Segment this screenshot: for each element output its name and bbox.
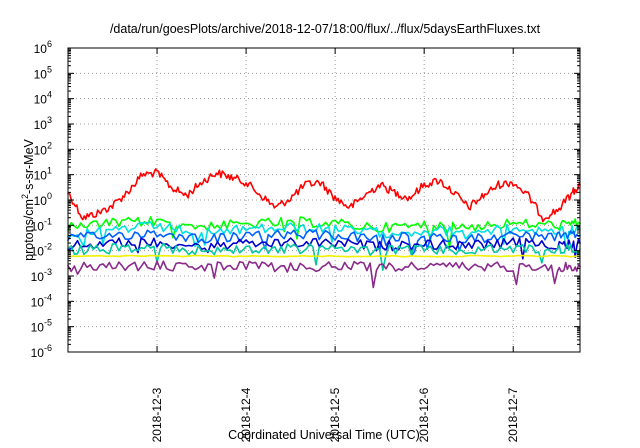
y-tick-exp: 5 — [47, 64, 52, 74]
y-tick-exp: -3 — [44, 267, 52, 277]
y-tick-base: 10 — [34, 194, 48, 208]
y-tick-base: 10 — [31, 321, 45, 335]
y-tick-base: 10 — [34, 169, 48, 183]
x-tick-label: 2018-12-3 — [150, 387, 164, 442]
y-tick-base: 10 — [31, 219, 45, 233]
y-tick-label: 10-6 — [31, 343, 52, 360]
y-tick-label: 10-3 — [31, 267, 52, 284]
y-tick-exp: -4 — [44, 292, 52, 302]
y-tick-label: 105 — [34, 64, 52, 81]
y-tick-label: 10-2 — [31, 242, 52, 259]
y-tick-label: 101 — [34, 166, 52, 183]
y-tick-labels: 10-610-510-410-310-210-11001011021031041… — [31, 39, 52, 360]
y-tick-label: 10-5 — [31, 318, 52, 335]
y-tick-exp: 6 — [47, 39, 52, 49]
x-tick-label: 2018-12-5 — [328, 387, 342, 442]
y-tick-exp: 4 — [47, 90, 52, 100]
y-tick-exp: 3 — [47, 115, 52, 125]
series-line — [67, 228, 581, 257]
y-tick-exp: 1 — [47, 166, 52, 176]
x-tick-label: 2018-12-7 — [506, 387, 520, 442]
y-tick-base: 10 — [34, 118, 48, 132]
y-tick-label: 10-1 — [31, 216, 52, 233]
y-axis-title-base: protons/cm — [22, 199, 36, 261]
grid-layer — [68, 48, 580, 352]
x-tick-labels: 2018-12-3 2018-12-4 2018-12-5 2018-12-6 2018… — [150, 387, 520, 442]
x-tick-label: 2018-12-4 — [239, 387, 253, 442]
y-tick-base: 10 — [31, 270, 45, 284]
y-axis-title: protons/cm2-s-sr-MeV — [20, 138, 36, 260]
y-tick-base: 10 — [34, 42, 48, 56]
y-tick-exp: 2 — [47, 140, 52, 150]
y-tick-label: 10-4 — [31, 292, 52, 309]
series-line — [67, 221, 581, 248]
y-tick-base: 10 — [31, 346, 45, 360]
y-tick-base: 10 — [34, 93, 48, 107]
y-tick-label: 103 — [34, 115, 52, 132]
y-tick-exp: -5 — [44, 318, 52, 328]
series-line — [67, 254, 581, 258]
y-tick-base: 10 — [34, 67, 48, 81]
y-tick-exp: -1 — [44, 216, 52, 226]
y-axis-title-sup: 2 — [20, 194, 30, 199]
series-line — [67, 260, 581, 289]
y-tick-base: 10 — [31, 245, 45, 259]
x-tick-label: 2018-12-6 — [417, 387, 431, 442]
chart-title: /data/run/goesPlots/archive/2018-12-07/1… — [110, 22, 541, 36]
series-line — [67, 168, 581, 223]
tick-layer — [68, 47, 580, 353]
y-tick-exp: 0 — [47, 191, 52, 201]
y-tick-base: 10 — [31, 295, 45, 309]
x-axis-title: Coordinated Universal Time (UTC) — [228, 428, 420, 442]
series-line — [67, 237, 581, 260]
y-tick-label: 102 — [34, 140, 52, 157]
y-tick-label: 104 — [34, 90, 52, 107]
series-layer — [67, 168, 581, 289]
y-tick-label: 106 — [34, 39, 52, 56]
y-tick-base: 10 — [34, 143, 48, 157]
y-axis-title-rest: -s-sr-MeV — [22, 138, 36, 194]
y-tick-exp: -2 — [44, 242, 52, 252]
y-tick-label: 100 — [34, 191, 52, 208]
series-line — [67, 216, 581, 249]
y-tick-exp: -6 — [44, 343, 52, 353]
